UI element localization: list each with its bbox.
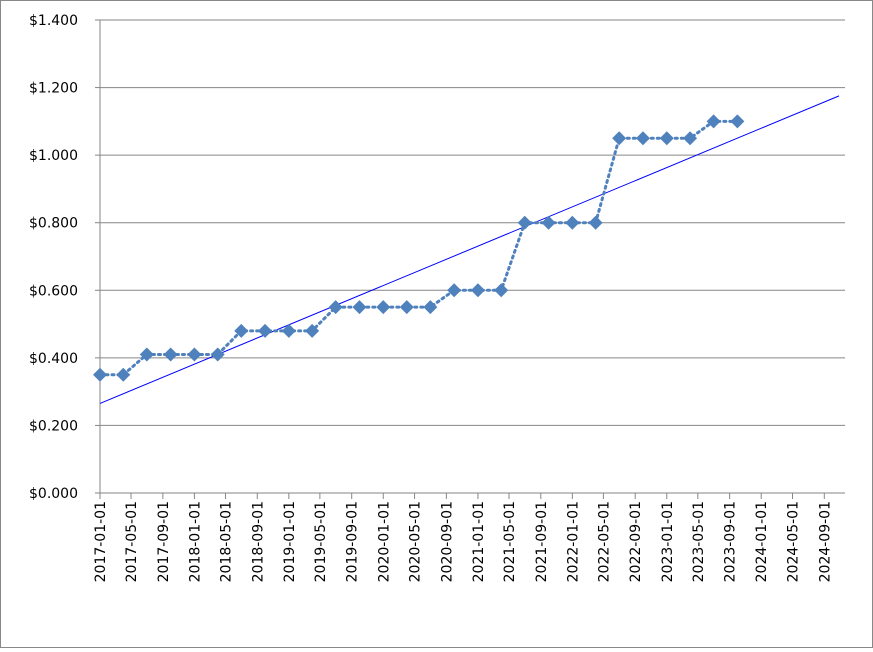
x-tick-label: 2024-09-01 — [817, 501, 833, 582]
data-point — [116, 367, 131, 382]
x-tick-label: 2020-05-01 — [408, 501, 424, 582]
series-line — [98, 119, 739, 377]
y-tick-label: $1.200 — [29, 81, 78, 97]
x-tick-label: 2018-09-01 — [250, 501, 266, 582]
data-point — [541, 215, 556, 230]
data-point — [612, 131, 627, 146]
data-point — [258, 323, 273, 338]
x-tick-label: 2024-05-01 — [785, 501, 801, 582]
data-point — [352, 300, 367, 315]
x-tick-label: 2021-01-01 — [471, 501, 487, 582]
data-point — [517, 215, 532, 230]
y-tick-label: $0.600 — [29, 283, 78, 299]
data-point — [706, 114, 721, 129]
x-tick-label: 2022-01-01 — [565, 501, 581, 582]
trendline — [99, 95, 840, 404]
y-tick-label: $0.000 — [29, 486, 78, 502]
x-tick-label: 2019-05-01 — [313, 501, 329, 582]
x-tick-label: 2017-09-01 — [156, 501, 172, 582]
data-point — [376, 300, 391, 315]
x-tick-label: 2022-09-01 — [628, 501, 644, 582]
data-point — [659, 131, 674, 146]
data-point — [470, 283, 485, 298]
x-tick-label: 2021-09-01 — [534, 501, 550, 582]
y-tick-label: $0.800 — [29, 216, 78, 232]
y-tick-label: $0.200 — [29, 418, 78, 434]
data-point — [305, 323, 320, 338]
y-tick-label: $1.400 — [29, 13, 78, 29]
x-tick-label: 2017-05-01 — [124, 501, 140, 582]
data-point — [683, 131, 698, 146]
data-point — [139, 347, 154, 362]
data-point — [163, 347, 178, 362]
data-point — [423, 300, 438, 315]
data-point — [565, 215, 580, 230]
data-point — [234, 323, 249, 338]
data-point — [328, 300, 343, 315]
x-tick-label: 2020-09-01 — [439, 501, 455, 582]
data-point — [187, 347, 202, 362]
x-tick-label: 2018-01-01 — [187, 501, 203, 582]
x-tick-label: 2022-05-01 — [596, 501, 612, 582]
x-tick-label: 2023-05-01 — [691, 501, 707, 582]
x-tick-label: 2019-01-01 — [282, 501, 298, 582]
y-tick-label: $0.400 — [29, 351, 78, 367]
x-tick-label: 2023-01-01 — [660, 501, 676, 582]
data-point — [399, 300, 414, 315]
x-tick-label: 2024-01-01 — [754, 501, 770, 582]
data-point — [93, 367, 107, 382]
data-point — [281, 323, 296, 338]
x-tick-label: 2020-01-01 — [376, 501, 392, 582]
x-tick-label: 2018-05-01 — [218, 501, 234, 582]
y-tick-label: $1.000 — [29, 148, 78, 164]
data-point — [635, 131, 650, 146]
x-tick-label: 2017-01-01 — [93, 501, 109, 582]
data-point — [588, 215, 603, 230]
x-tick-label: 2019-09-01 — [345, 501, 361, 582]
data-point — [447, 283, 462, 298]
data-point — [210, 347, 225, 362]
data-point — [730, 114, 745, 129]
x-tick-label: 2023-09-01 — [723, 501, 739, 582]
x-tick-label: 2021-05-01 — [502, 501, 518, 582]
data-point — [494, 283, 509, 298]
